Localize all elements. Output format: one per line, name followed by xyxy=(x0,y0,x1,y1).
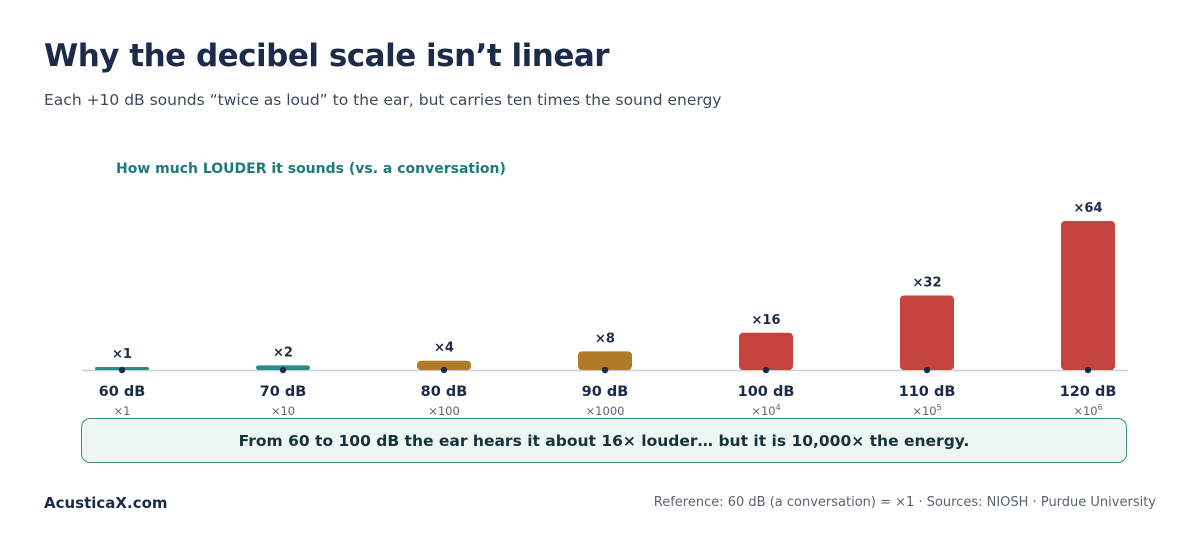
bar-value-label: ×1 xyxy=(112,347,132,362)
bar-base-dot xyxy=(923,366,931,374)
energy-exponent: 4 xyxy=(776,403,781,412)
callout-text: From 60 to 100 dB the ear hears it about… xyxy=(238,431,970,450)
x-tick-label: 100 dB xyxy=(738,384,795,400)
energy-exponent: 6 xyxy=(1098,403,1103,412)
bar xyxy=(739,332,793,370)
chart-title: How much LOUDER it sounds (vs. a convers… xyxy=(116,161,506,177)
x-tick-label: 60 dB xyxy=(99,384,146,400)
bar-value-label: ×16 xyxy=(752,313,781,328)
source-note: Reference: 60 dB (a conversation) = ×1 ·… xyxy=(653,495,1156,510)
bar xyxy=(417,360,471,370)
bar-base-dot xyxy=(279,366,287,374)
bar-value-label: ×8 xyxy=(595,331,615,346)
bar xyxy=(1061,221,1115,370)
bar-value-label: ×2 xyxy=(273,345,293,360)
brand-name: AcusticaX.com xyxy=(44,494,168,512)
energy-exponent: 5 xyxy=(937,403,942,412)
energy-label: ×10 xyxy=(271,404,295,418)
x-tick-label: 120 dB xyxy=(1060,384,1117,400)
bar-base-dot xyxy=(762,366,770,374)
energy-label: ×106 xyxy=(1073,403,1102,418)
bar-value-label: ×64 xyxy=(1074,201,1103,216)
energy-label: ×1000 xyxy=(586,404,625,418)
energy-label: ×105 xyxy=(912,403,941,418)
bar-base-dot xyxy=(440,366,448,374)
bar-base-dot xyxy=(118,366,126,374)
x-tick-label: 90 dB xyxy=(582,384,629,400)
bar xyxy=(578,351,632,370)
bar xyxy=(900,295,954,370)
x-tick-label: 70 dB xyxy=(260,384,307,400)
bar-value-label: ×32 xyxy=(913,276,942,291)
bar-base-dot xyxy=(601,366,609,374)
x-tick-label: 110 dB xyxy=(899,384,956,400)
callout-box: From 60 to 100 dB the ear hears it about… xyxy=(81,418,1127,463)
page-title: Why the decibel scale isn’t linear xyxy=(44,38,610,74)
energy-label: ×1 xyxy=(114,404,131,418)
energy-label: ×100 xyxy=(428,404,460,418)
bar-base-dot xyxy=(1084,366,1092,374)
bar-value-label: ×4 xyxy=(434,341,454,356)
energy-label: ×104 xyxy=(751,403,780,418)
x-tick-label: 80 dB xyxy=(421,384,468,400)
page-subtitle: Each +10 dB sounds “twice as loud” to th… xyxy=(44,91,722,109)
